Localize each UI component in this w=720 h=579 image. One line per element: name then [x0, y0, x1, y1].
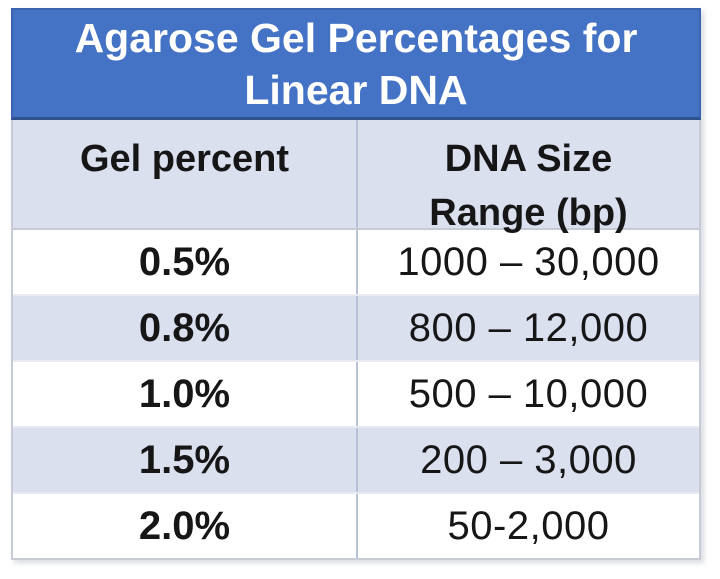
agarose-gel-table: Agarose Gel Percentages for Linear DNA G…: [11, 8, 701, 560]
table-row: 0.8% 800 – 12,000: [13, 294, 699, 360]
dna-size-range-cell: 200 – 3,000: [420, 437, 637, 482]
table-row: 1.5% 200 – 3,000: [13, 426, 699, 492]
gel-percent-cell: 1.5%: [13, 428, 358, 492]
gel-percent-cell: 0.5%: [13, 230, 358, 294]
table-title-banner: Agarose Gel Percentages for Linear DNA: [11, 8, 701, 120]
table-row: 1.0% 500 – 10,000: [13, 360, 699, 426]
gel-percent-cell: 0.8%: [13, 296, 358, 360]
table-row: 0.5% 1000 – 30,000: [13, 228, 699, 294]
table-grid: Gel percent DNA Size Range (bp) 0.5% 100…: [11, 120, 701, 560]
gel-percent-cell: 2.0%: [13, 494, 358, 558]
gel-percent-cell: 1.0%: [13, 362, 358, 426]
table-title: Agarose Gel Percentages for Linear DNA: [74, 14, 638, 113]
gel-percent-column-header-label: Gel percent: [79, 138, 290, 180]
dna-size-range-cell: 50-2,000: [447, 503, 610, 548]
dna-size-range-cell: 1000 – 30,000: [397, 239, 660, 284]
column-header-row: Gel percent DNA Size Range (bp): [13, 120, 699, 234]
table-row: 2.0% 50-2,000: [13, 492, 699, 558]
gel-percent-column-header: Gel percent: [13, 120, 358, 228]
dna-size-range-cell: 800 – 12,000: [408, 305, 649, 350]
dna-size-range-column-header-label: DNA Size Range (bp): [429, 138, 628, 234]
dna-size-range-column-header: DNA Size Range (bp): [358, 120, 699, 234]
dna-size-range-cell: 500 – 10,000: [408, 371, 649, 416]
